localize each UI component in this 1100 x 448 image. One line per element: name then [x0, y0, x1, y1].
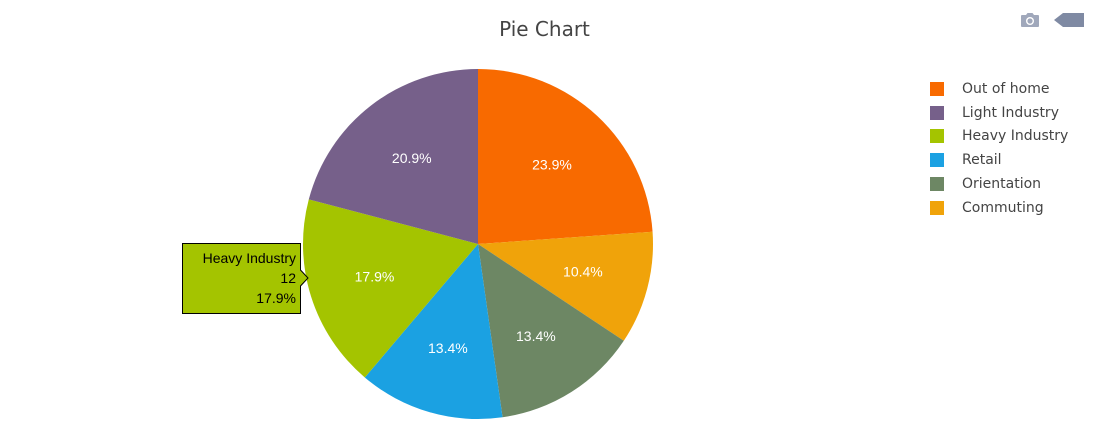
- pie-slice-labels: 23.9% 10.4% 13.4% 13.4% 17.9% 20.9%: [355, 150, 603, 356]
- pie-slice-heavy-industry[interactable]: [303, 199, 478, 378]
- slice-percent-label: 13.4%: [428, 340, 468, 356]
- legend-label: Orientation: [962, 176, 1042, 193]
- legend-label: Out of home: [962, 80, 1050, 97]
- legend-swatch: [930, 200, 944, 215]
- pie-slice-light-industry[interactable]: [308, 69, 478, 244]
- tooltip-percent: 17.9%: [256, 290, 296, 306]
- legend-label: Heavy Industry: [962, 128, 1069, 145]
- legend-swatch: [930, 177, 944, 192]
- collapse-arrow-icon[interactable]: [1054, 12, 1084, 32]
- chart-title: Pie Chart: [499, 17, 590, 41]
- slice-percent-label: 20.9%: [392, 150, 432, 166]
- pie-slice-commuting[interactable]: [478, 231, 653, 341]
- legend-label: Light Industry: [962, 104, 1059, 121]
- legend-item-orientation[interactable]: Orientation: [930, 172, 1068, 196]
- pie-slice-out-of-home[interactable]: [478, 69, 653, 244]
- slice-percent-label: 23.9%: [532, 157, 572, 173]
- legend-item-retail[interactable]: Retail: [930, 148, 1068, 172]
- tooltip-text: Heavy Industry 12 17.9%: [203, 248, 296, 308]
- legend-swatch: [930, 129, 944, 144]
- legend-label: Commuting: [962, 199, 1044, 216]
- pie-slices: [303, 69, 653, 419]
- pie-slice-orientation[interactable]: [478, 244, 624, 418]
- slice-percent-label: 13.4%: [516, 328, 556, 344]
- slice-percent-label: 10.4%: [563, 264, 603, 280]
- hover-tooltip: Heavy Industry 12 17.9%: [182, 243, 309, 314]
- modebar: [1020, 12, 1084, 32]
- camera-icon[interactable]: [1020, 12, 1040, 32]
- legend-item-out-of-home[interactable]: Out of home: [930, 77, 1068, 101]
- pie-slice-retail[interactable]: [364, 244, 503, 419]
- tooltip-value: 12: [280, 270, 296, 286]
- tooltip-label: Heavy Industry: [202, 250, 296, 266]
- slice-percent-label: 17.9%: [355, 269, 395, 285]
- legend-item-commuting[interactable]: Commuting: [930, 196, 1068, 220]
- legend-swatch: [930, 81, 944, 96]
- legend-swatch: [930, 153, 944, 168]
- legend: Out of home Light Industry Heavy Industr…: [930, 77, 1068, 220]
- legend-swatch: [930, 105, 944, 120]
- legend-item-light-industry[interactable]: Light Industry: [930, 101, 1068, 125]
- legend-item-heavy-industry[interactable]: Heavy Industry: [930, 125, 1068, 149]
- legend-label: Retail: [962, 152, 1002, 169]
